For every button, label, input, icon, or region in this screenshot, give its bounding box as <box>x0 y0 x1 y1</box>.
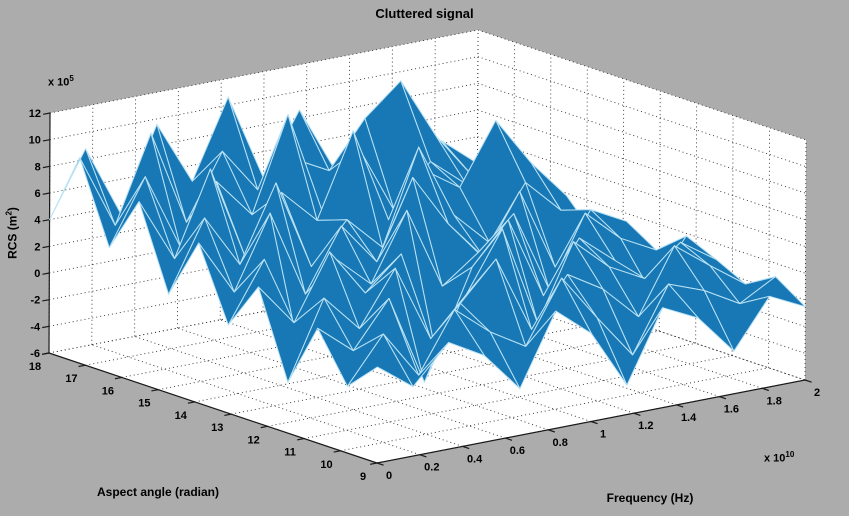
x-multiplier-base: x 10 <box>764 452 786 465</box>
x-tick-label: 0.8 <box>553 437 568 449</box>
y-tick-label: 10 <box>320 459 332 471</box>
x-axis-multiplier: x 1010 <box>764 450 794 465</box>
z-tick-label: -6 <box>30 348 40 360</box>
x-multiplier-exp: 10 <box>785 450 795 459</box>
x-tick-label: 0.2 <box>424 462 439 474</box>
x-tick-label: 1.8 <box>767 395 782 407</box>
tick-labels: 0 0.2 0.4 0.6 0.8 1 1.2 1.4 1.6 1.8 2 9 10 11 12 13 14 15… <box>29 108 820 483</box>
z-tick-label: 2 <box>34 241 40 253</box>
x-tick-label: 2 <box>814 387 820 399</box>
x-tick-label: 1 <box>600 429 606 441</box>
z-axis-label-close: ) <box>5 207 20 212</box>
z-axis-line <box>48 112 51 354</box>
z-axis-label-sup: 2 <box>4 211 14 216</box>
tick-marks <box>41 112 812 466</box>
surface-face <box>346 333 414 388</box>
x-tick-label: 0.4 <box>467 453 483 465</box>
y-tick-label: 17 <box>65 373 77 385</box>
plot-title: Cluttered signal <box>375 6 474 21</box>
z-multiplier-exp: 5 <box>69 74 74 83</box>
z-tick-label: 10 <box>29 135 41 147</box>
y-tick-label: 14 <box>175 410 188 422</box>
z-tick-label: -4 <box>30 321 41 333</box>
x-tick-label: 1.4 <box>681 412 697 424</box>
y-tick-label: 15 <box>138 398 150 410</box>
y-tick-label: 11 <box>284 447 296 459</box>
z-tick-label: -2 <box>30 295 40 307</box>
y-tick-label: 12 <box>248 434 260 446</box>
z-axis-label-text: RCS (m <box>5 215 20 259</box>
z-axis-label: RCS (m2) <box>5 207 20 259</box>
z-tick-label: 0 <box>34 268 40 280</box>
z-axis-multiplier: x 105 <box>48 74 74 89</box>
x-tick-label: 1.6 <box>724 404 739 416</box>
x-tick-label: 0 <box>386 470 392 482</box>
y-tick-label: 18 <box>29 361 41 373</box>
y-tick-label: 13 <box>211 422 223 434</box>
y-axis-line <box>48 352 378 464</box>
y-axis-label: Aspect angle (radian) <box>96 485 220 499</box>
x-tick-label: 0.6 <box>510 445 525 457</box>
z-tick-label: 8 <box>35 161 41 173</box>
z-multiplier-base: x 10 <box>48 76 70 89</box>
surface-mesh <box>49 80 806 390</box>
y-tick-label: 9 <box>360 471 366 483</box>
z-tick-label: 12 <box>29 108 41 120</box>
x-axis-label: Frequency (Hz) <box>606 491 694 505</box>
y-tick-label: 16 <box>102 385 114 397</box>
z-tick-label: 6 <box>35 188 41 200</box>
x-tick-label: 1.2 <box>638 420 653 432</box>
z-tick-label: 4 <box>34 215 41 227</box>
